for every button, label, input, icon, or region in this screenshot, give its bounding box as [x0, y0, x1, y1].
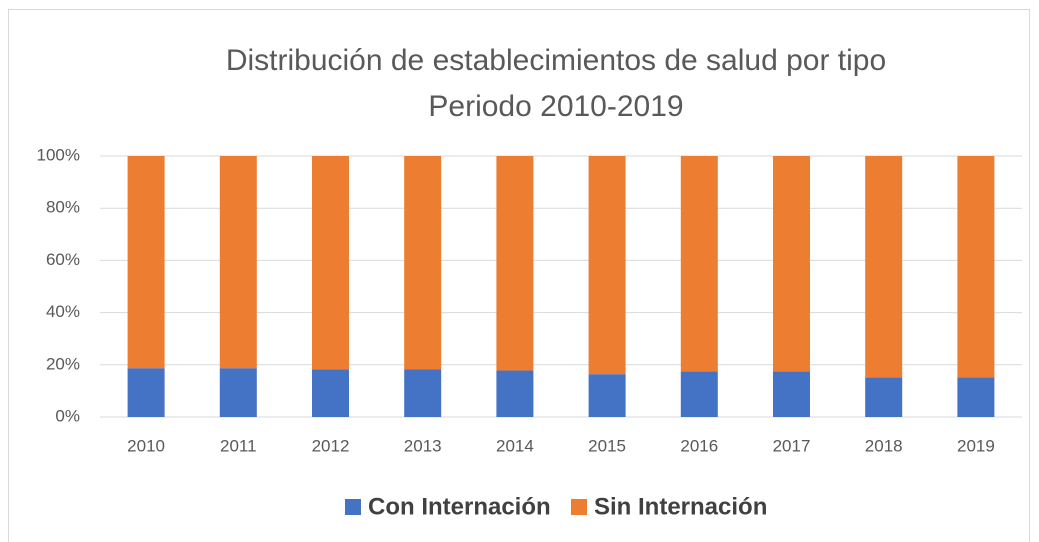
bar-segment — [957, 377, 995, 417]
x-tick-label: 2019 — [957, 436, 995, 455]
bar-segment — [312, 156, 349, 370]
bar-segment — [127, 156, 165, 369]
chart-title: Distribución de establecimientos de salu… — [226, 44, 886, 77]
x-tick-label: 2018 — [865, 436, 903, 455]
y-tick-label: 20% — [46, 354, 80, 373]
bar-segment — [404, 369, 442, 417]
y-tick-label: 60% — [46, 250, 80, 269]
bar-segment — [496, 370, 534, 417]
x-tick-label: 2016 — [680, 436, 718, 455]
bar-segment — [680, 156, 718, 372]
bar-segment — [680, 371, 718, 417]
bar-segment — [127, 368, 165, 417]
bar-segment — [773, 156, 810, 372]
bar-segment — [219, 156, 257, 369]
bar-segment — [496, 156, 534, 371]
bar-segment — [865, 156, 903, 378]
x-tick-label: 2010 — [127, 436, 165, 455]
bar-segment — [404, 156, 442, 370]
legend-label: Con Internación — [368, 493, 551, 520]
x-tick-label: 2014 — [496, 436, 534, 455]
bar-segment — [219, 368, 257, 417]
legend-swatch — [345, 499, 361, 515]
y-tick-label: 100% — [37, 145, 80, 164]
legend-label: Sin Internación — [594, 493, 767, 520]
x-tick-label: 2017 — [773, 436, 811, 455]
y-tick-label: 40% — [46, 302, 80, 321]
bar-segment — [312, 369, 349, 417]
y-tick-label: 80% — [46, 198, 80, 217]
x-tick-label: 2011 — [220, 436, 257, 455]
legend-swatch — [571, 499, 587, 515]
x-tick-label: 2013 — [404, 436, 442, 455]
y-tick-label: 0% — [55, 406, 80, 425]
bar-segment — [588, 156, 626, 375]
bar-segment — [957, 156, 995, 378]
x-tick-label: 2012 — [312, 436, 350, 455]
x-tick-label: 2015 — [588, 436, 626, 455]
bar-segment — [865, 377, 903, 417]
bar-segment — [773, 371, 810, 417]
chart-subtitle: Periodo 2010-2019 — [428, 90, 683, 123]
bar-segment — [588, 374, 626, 417]
